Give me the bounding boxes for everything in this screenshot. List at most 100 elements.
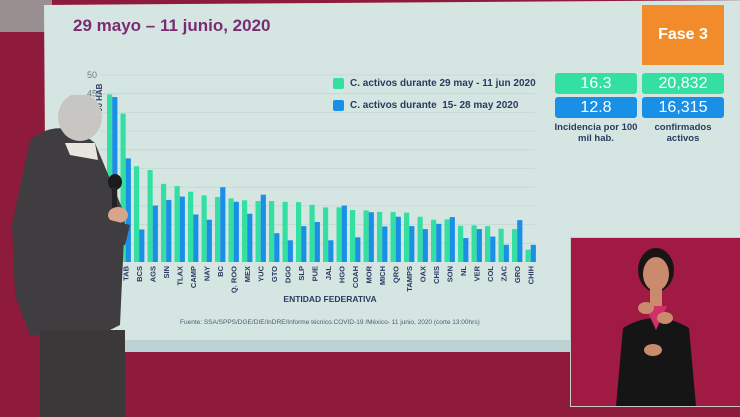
- x-tick-label: BC: [216, 265, 225, 276]
- bar-previous: [314, 221, 320, 262]
- bar-current: [147, 169, 153, 262]
- bar-previous: [395, 216, 401, 262]
- bar-previous: [328, 240, 334, 262]
- bar-current: [444, 219, 450, 262]
- bar-current: [525, 249, 531, 262]
- bar-previous: [125, 158, 131, 262]
- bar-current: [417, 216, 423, 262]
- bar-previous: [409, 226, 415, 262]
- legend-label-previous: C. activos durante 15- 28 may 2020: [350, 100, 519, 111]
- bar-previous: [355, 237, 361, 262]
- bar-previous: [422, 229, 428, 262]
- bar-previous: [517, 220, 523, 262]
- x-tick-label: NL: [459, 266, 468, 276]
- bar-current: [363, 210, 369, 262]
- bar-previous: [301, 226, 307, 262]
- bar-current: [134, 166, 140, 262]
- x-tick-label: ZAC: [500, 265, 509, 281]
- bar-previous: [449, 217, 455, 262]
- screen-bottom-edge: [44, 340, 740, 352]
- legend-swatch-current: [333, 78, 344, 89]
- bar-current: [498, 228, 504, 262]
- bar-current: [471, 225, 477, 262]
- bar-current: [309, 204, 315, 262]
- x-tick-label: COL: [486, 266, 495, 282]
- y-axis-label: 00 HAB: [95, 83, 104, 112]
- bar-previous: [368, 212, 374, 262]
- bar-current: [512, 229, 518, 262]
- legend-item-current: C. activos durante 29 may - 11 jun 2020: [333, 78, 536, 89]
- bar-current: [242, 200, 248, 262]
- x-tick-label: SON: [446, 266, 455, 282]
- background-panel: [0, 0, 52, 32]
- bar-current: [323, 207, 329, 262]
- bar-current: [282, 201, 288, 262]
- source-note: Fuente: SSA/SPPS/DGE/DIE/InDRE/Informe t…: [180, 319, 480, 326]
- bar-previous: [476, 229, 482, 262]
- bar-current: [296, 202, 302, 262]
- microphone-icon: [108, 174, 122, 190]
- bar-previous: [490, 236, 496, 262]
- presenter: [12, 95, 130, 417]
- bar-previous: [503, 244, 509, 262]
- x-tick-label: SIN: [162, 266, 171, 279]
- bar-previous: [152, 205, 158, 262]
- x-tick-label: GRO: [513, 266, 522, 283]
- bar-current: [120, 113, 126, 262]
- bar-current: [404, 212, 410, 262]
- x-tick-label: DGO: [284, 266, 293, 283]
- incidence-caption: Incidencia por 100 mil hab.: [554, 122, 638, 144]
- bar-previous: [179, 196, 185, 262]
- incidence-current: 16.3: [555, 73, 637, 94]
- bar-previous: [341, 205, 347, 262]
- bar-previous: [233, 201, 239, 262]
- legend-label-current: C. activos durante 29 may - 11 jun 2020: [350, 78, 536, 89]
- x-tick-label: TAB: [122, 265, 131, 280]
- x-tick-label: VER: [473, 265, 482, 281]
- bar-current: [377, 211, 383, 262]
- bar-previous: [436, 223, 442, 262]
- slide-title: 29 mayo – 11 junio, 2020: [73, 16, 271, 35]
- x-tick-label: TAMPS: [405, 266, 414, 292]
- x-tick-label: JAL: [324, 266, 333, 281]
- x-tick-label: MOR: [365, 265, 374, 283]
- bar-previous: [382, 226, 388, 262]
- x-tick-label: HGO: [338, 266, 347, 283]
- bar-current: [161, 183, 167, 262]
- y-tick-label: 45: [87, 89, 97, 99]
- x-tick-label: TLAX: [176, 266, 185, 286]
- x-tick-label: CHIH: [527, 266, 536, 284]
- y-tick-label: 50: [87, 70, 97, 80]
- x-tick-label: YUC: [257, 265, 266, 281]
- bar-previous: [139, 229, 145, 262]
- x-tick-label: GTO: [270, 266, 279, 282]
- x-axis-label: ENTIDAD FEDERATIVA: [283, 294, 376, 304]
- bar-current: [201, 195, 207, 262]
- bar-previous: [260, 194, 266, 262]
- bar-current: [431, 219, 437, 262]
- bar-previous: [463, 238, 469, 262]
- x-tick-label: SLP: [297, 266, 306, 281]
- bar-previous: [206, 219, 212, 262]
- bar-previous: [220, 187, 226, 262]
- bar-previous: [166, 199, 172, 262]
- sign-language-interpreter-inset: [570, 237, 740, 407]
- active-current: 20,832: [642, 73, 724, 94]
- x-tick-label: NAY: [203, 266, 212, 281]
- interpreter: [616, 248, 696, 406]
- incidence-previous: 12.8: [555, 97, 637, 118]
- x-tick-label: PUE: [311, 266, 320, 281]
- x-tick-label: Q. ROO: [230, 266, 239, 293]
- bar-current: [269, 201, 275, 262]
- bar-current: [458, 225, 464, 262]
- bar-previous: [247, 213, 253, 262]
- phase-badge: Fase 3: [642, 5, 724, 65]
- x-tick-label: BCS: [135, 266, 144, 282]
- bar-current: [350, 210, 356, 262]
- bar-current: [485, 226, 491, 262]
- x-tick-label: QRO: [392, 266, 401, 283]
- bar-current: [255, 201, 261, 262]
- x-tick-label: MICH: [378, 266, 387, 285]
- bar-previous: [193, 214, 199, 262]
